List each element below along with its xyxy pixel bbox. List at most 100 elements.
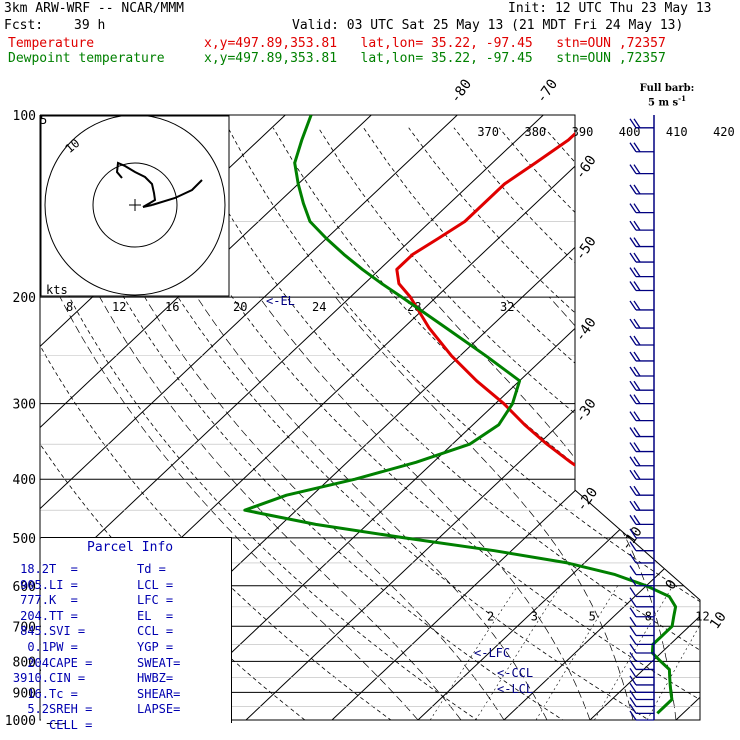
wind-barb-flag [633,394,641,405]
parcel-label: LAPSE= [137,702,181,717]
diagram-frame [39,114,701,721]
dry-adiabat [544,127,700,720]
parcel-label: HWBZ= [137,671,174,686]
parcel-label: TT = [49,608,78,623]
wind-barb-flag [633,203,641,213]
wind-barb [629,442,654,453]
parcel-label: CELL = [49,717,93,732]
wind-barb-flag [633,118,641,129]
parcel-value: 3910. [12,671,49,686]
wind-barb-flag [629,500,637,511]
wind-barb-flag [633,427,641,437]
wind-barb-flag [629,411,637,421]
pressure-tick-label: 100 [13,109,36,124]
wind-barb [629,427,654,438]
wind-barb-flag [629,576,637,587]
wind-barb [629,703,654,714]
wind-barb-flag [633,335,641,346]
parcel-value: 16. [27,686,49,701]
wind-barb [629,142,654,153]
parcel-info-title: Parcel Info [87,540,174,555]
pressure-tick-label: 900 [13,686,36,701]
dry-adiabat [47,127,584,720]
parcel-label: K = [49,593,78,608]
wind-barb-flag [629,703,637,714]
theta-label: 380 [524,125,546,139]
isotherm-label: -30 [572,396,600,426]
wind-barb-flag [633,220,641,231]
mixing-ratio-line [594,585,673,720]
wind-barb [629,710,654,721]
isotherm-label: -80 [447,76,475,106]
forecast-hour: 39 h [74,18,106,33]
parcel-value: 905. [20,577,49,592]
dry-adiabat [363,127,700,720]
pressure-tick-label: 300 [13,398,36,413]
isotherm-label: -70 [533,76,561,106]
wind-barb [629,541,654,552]
mixing-ratio-line [475,585,561,720]
dry-adiabat [92,127,671,720]
lcl-mark: <-LCL [497,682,533,696]
pressure-tick-label: 500 [13,532,36,547]
wind-barb-flag [633,142,641,153]
moist-adiabat [196,296,548,720]
wind-barb-flag [629,300,637,311]
dry-adiabat [679,127,700,720]
wind-barb-flag [629,635,637,645]
wind-barb-flag [633,164,641,174]
pressure-tick-label: 200 [13,291,36,306]
wind-barb [629,553,654,564]
valid-time: Valid: 03 UTC Sat 25 May 13 (21 MDT Fri … [292,18,684,33]
theta-label: 390 [572,125,594,139]
wind-barb [629,267,654,278]
theta-label: 370 [477,125,499,139]
wind-barb [629,164,654,175]
wind-barb [629,682,654,693]
wind-barb-flag [629,164,637,174]
parcel-info-box: Parcel Info T =20.6Td =18.2LI =-0.3LCL =… [13,537,232,732]
dry-adiabat [408,127,700,720]
wind-barb-flag [629,318,637,329]
wind-barb [629,675,654,686]
ccl-mark: <-CCL [497,666,533,680]
mixing-ratio-line [717,586,740,720]
wind-barb-flag [629,237,637,247]
wind-barb [629,252,654,263]
speed-axis-label: 24 [312,300,326,314]
isotherm-line [40,115,372,720]
dry-adiabat [634,127,700,720]
wind-barb [629,220,654,231]
pressure-tick-label: 800 [13,655,36,670]
wind-barb-flag [629,220,637,231]
parcel-label: PW = [49,639,78,654]
barb-legend-title: Full barb: [639,83,695,94]
dry-adiabat [182,127,700,720]
parcel-value: 5.2 [27,702,49,717]
model-title: 3km ARW-WRF -- NCAR/MMM [4,1,185,16]
wind-barb-flag [629,335,637,346]
wind-barb [629,184,654,195]
init-time: Init: 12 UTC Thu 23 May 13 [508,1,712,16]
wind-barb [629,635,654,646]
wind-barb-flag [633,281,641,291]
wind-barb [629,626,654,637]
isotherm-line [331,115,700,720]
parcel-value: 845. [20,624,49,639]
parcel-label: YGP = [137,639,174,654]
wind-barb-flag [633,442,641,452]
isotherm-line [417,115,700,720]
mixing-ratio-line [535,585,618,720]
theta-label: 420 [713,125,735,139]
wind-barb [629,318,654,329]
wind-barb-flag [629,203,637,213]
dry-adiabat [498,127,700,720]
parcel-label: LCL = [137,577,174,592]
wind-barb-flag [633,267,641,277]
wind-barb-flag [629,660,637,670]
speed-axis-label: 12 [112,300,126,314]
wind-barb-flag [629,184,637,195]
moist-adiabat [686,296,700,720]
wind-barb-flag [629,553,637,564]
